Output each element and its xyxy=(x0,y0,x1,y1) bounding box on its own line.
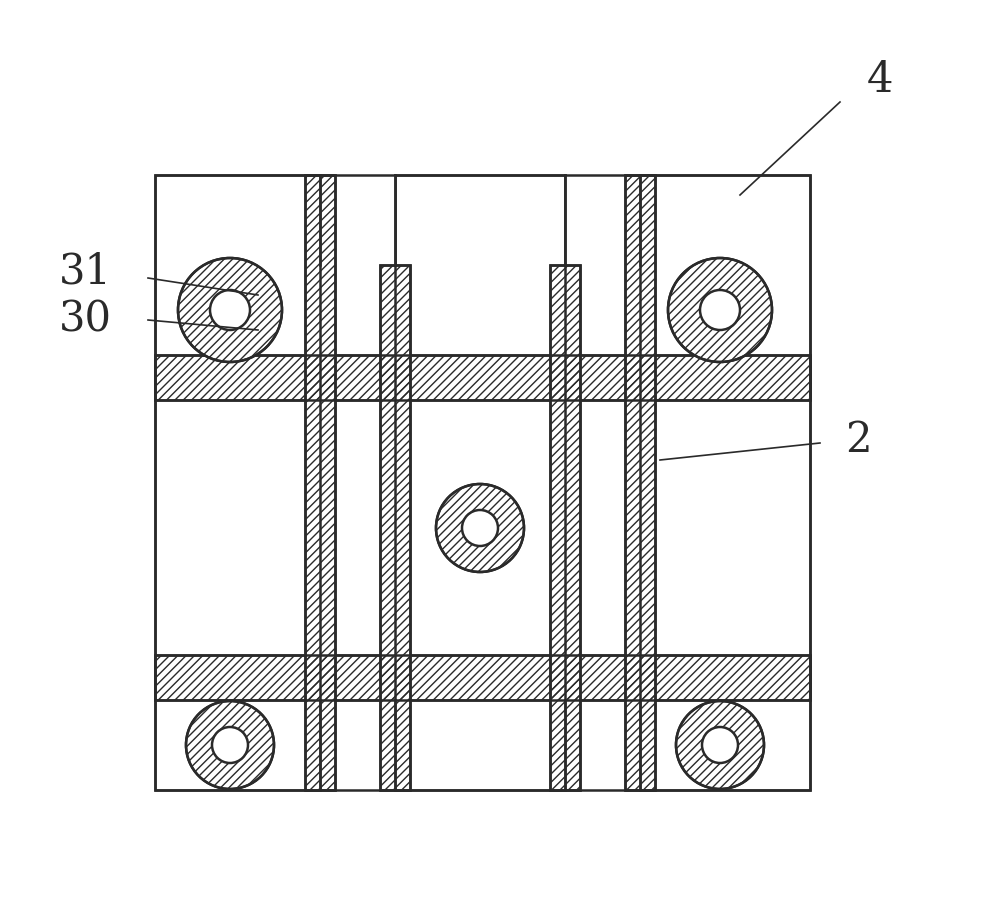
Circle shape xyxy=(436,484,524,572)
Text: 30: 30 xyxy=(58,299,112,341)
Circle shape xyxy=(178,258,282,362)
Bar xyxy=(395,175,565,790)
Circle shape xyxy=(676,701,764,789)
Bar xyxy=(550,265,580,790)
Text: 2: 2 xyxy=(845,419,871,461)
Circle shape xyxy=(212,727,248,763)
Bar xyxy=(320,700,395,790)
Bar xyxy=(305,175,335,790)
Bar xyxy=(640,175,810,790)
Bar xyxy=(625,175,655,790)
Bar xyxy=(155,355,810,400)
Circle shape xyxy=(462,510,498,546)
Bar xyxy=(155,175,320,790)
Text: 4: 4 xyxy=(867,59,893,101)
Bar xyxy=(155,175,320,790)
Bar xyxy=(305,175,335,790)
Bar xyxy=(640,175,810,790)
Bar xyxy=(395,175,565,790)
Circle shape xyxy=(186,701,274,789)
Bar xyxy=(155,655,810,700)
Bar xyxy=(320,175,395,265)
Circle shape xyxy=(702,727,738,763)
Circle shape xyxy=(700,290,740,330)
Bar xyxy=(625,175,655,790)
Bar xyxy=(155,655,810,700)
Bar xyxy=(380,265,410,790)
Bar xyxy=(565,175,640,265)
Circle shape xyxy=(210,290,250,330)
Bar xyxy=(155,355,810,400)
Bar xyxy=(565,700,640,790)
Bar xyxy=(550,265,580,790)
Text: 31: 31 xyxy=(59,251,111,293)
Circle shape xyxy=(668,258,772,362)
Bar xyxy=(380,265,410,790)
